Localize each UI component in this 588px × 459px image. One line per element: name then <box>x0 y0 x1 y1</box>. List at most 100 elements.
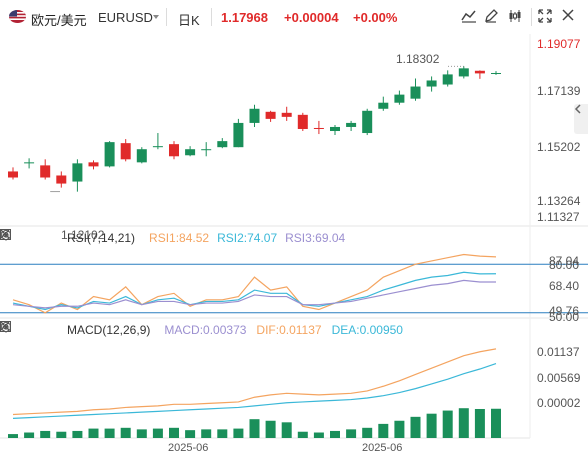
candle-body <box>104 142 115 167</box>
rsi2-value: RSI2:74.07 <box>217 231 278 245</box>
divider <box>531 8 532 26</box>
rsi-indicator-bar: RSI(7,14,21) RSI1:84.52 RSI2:74.07 RSI3:… <box>0 229 345 247</box>
settings-gear-icon[interactable] <box>1 229 43 245</box>
timeframe-selector[interactable]: 日K <box>178 13 200 28</box>
pair-code[interactable]: EURUSD <box>98 10 153 25</box>
candle-body <box>426 80 437 87</box>
close-icon[interactable] <box>0 321 24 337</box>
macd-histogram-bar <box>217 429 228 438</box>
low-annotation: 1.12102 <box>61 228 105 242</box>
price-axis-label: 1.15202 <box>537 140 581 154</box>
indicator-icon[interactable] <box>461 9 479 27</box>
last-price: 1.17968 <box>221 10 268 25</box>
candle-body <box>40 165 51 178</box>
chart-header: 欧元/美元 EURUSD 日K 1.17968 +0.00004 +0.00% <box>0 0 588 34</box>
macd-series-line <box>12 362 497 419</box>
candle-body <box>8 171 18 178</box>
candle-body <box>233 122 244 148</box>
macd-histogram-bar <box>8 434 18 438</box>
rsi-series-line <box>12 253 497 314</box>
macd-histogram-bar <box>40 430 51 438</box>
expand-icon[interactable] <box>538 9 556 27</box>
candle-body <box>217 141 228 148</box>
macd-histogram-bar <box>442 410 453 438</box>
macd-histogram-bar <box>265 420 276 438</box>
close-icon[interactable] <box>0 229 24 245</box>
rsi-series-line <box>12 279 496 309</box>
macd-value: MACD:0.00373 <box>164 323 247 337</box>
macd-histogram-bar <box>88 428 99 438</box>
candle-body <box>56 175 67 184</box>
macd-histogram-bar <box>313 432 324 438</box>
us-flag-icon <box>9 10 26 23</box>
rsi-axis-label: 80.00 <box>549 258 580 272</box>
macd-histogram-bar <box>362 427 373 438</box>
candle-body <box>442 74 453 85</box>
candle-body <box>265 111 276 119</box>
macd-series-line <box>12 348 497 416</box>
macd-histogram-bar <box>185 430 196 438</box>
macd-histogram-bar <box>330 430 340 438</box>
candle-body <box>394 94 405 103</box>
candle-body <box>136 149 147 163</box>
macd-histogram-bar <box>136 429 147 438</box>
candle-body <box>458 68 469 77</box>
price-change: +0.00004 <box>284 10 339 25</box>
macd-histogram-bar <box>152 428 163 438</box>
macd-histogram-bar <box>426 413 437 438</box>
dea-value: DEA:0.00950 <box>331 323 403 337</box>
macd-histogram-bar <box>458 408 469 438</box>
rsi-axis-label: 87.04 <box>549 254 580 268</box>
chevron-down-icon[interactable] <box>151 12 161 22</box>
macd-histogram-bar <box>24 432 35 438</box>
candle-body <box>330 126 340 132</box>
macd-axis-label: 0.00002 <box>537 396 581 410</box>
candle-body <box>491 72 501 74</box>
macd-histogram-bar <box>56 431 67 438</box>
macd-histogram-bar <box>394 420 405 438</box>
price-axis-label: 1.19077 <box>537 37 581 51</box>
macd-axis-label: 0.01137 <box>537 345 580 359</box>
collapse-panel-button[interactable] <box>574 104 588 134</box>
candle-body <box>88 162 99 167</box>
close-icon[interactable] <box>562 9 580 27</box>
candle-body <box>378 102 389 109</box>
candle-type-icon[interactable] <box>507 9 525 27</box>
macd-histogram-bar <box>491 408 501 438</box>
draw-pencil-icon[interactable] <box>484 9 502 27</box>
macd-histogram-bar <box>169 427 179 438</box>
price-axis-label: 1.13264 <box>537 194 581 208</box>
candle-body <box>24 162 35 164</box>
candle-body <box>120 143 131 160</box>
candle-body <box>201 149 212 151</box>
macd-histogram-bar <box>346 429 357 438</box>
expand-box-icon[interactable] <box>0 321 62 337</box>
rsi-title: RSI(7,14,21) <box>67 231 136 245</box>
price-axis-label: 1.17139 <box>537 84 581 98</box>
candle-body <box>346 122 357 127</box>
candle-body <box>410 86 421 99</box>
macd-histogram-bar <box>410 416 421 438</box>
rsi1-value: RSI1:84.52 <box>149 231 210 245</box>
candle-body <box>72 163 83 182</box>
rsi-axis-label: 68.40 <box>549 279 580 293</box>
rsi-series-line <box>12 271 497 311</box>
candle-body <box>152 146 163 148</box>
pair-name[interactable]: 欧元/美元 <box>31 13 87 28</box>
candle-body <box>297 114 308 129</box>
candle-body <box>474 70 485 74</box>
macd-histogram-bar <box>249 419 260 438</box>
macd-histogram-bar <box>474 408 485 438</box>
candle-body <box>281 112 292 117</box>
chevron-left-icon <box>574 104 581 114</box>
x-axis-label: 2025-06 <box>362 442 403 454</box>
expand-box-icon[interactable] <box>0 229 62 245</box>
divider <box>166 8 167 26</box>
rsi-axis-label: 50.00 <box>549 310 580 324</box>
macd-histogram-bar <box>201 429 212 438</box>
macd-title: MACD(12,26,9) <box>67 323 151 337</box>
macd-axis-label: 0.00569 <box>537 371 581 385</box>
settings-gear-icon[interactable] <box>1 321 43 337</box>
high-annotation: 1.18302 <box>396 52 440 66</box>
